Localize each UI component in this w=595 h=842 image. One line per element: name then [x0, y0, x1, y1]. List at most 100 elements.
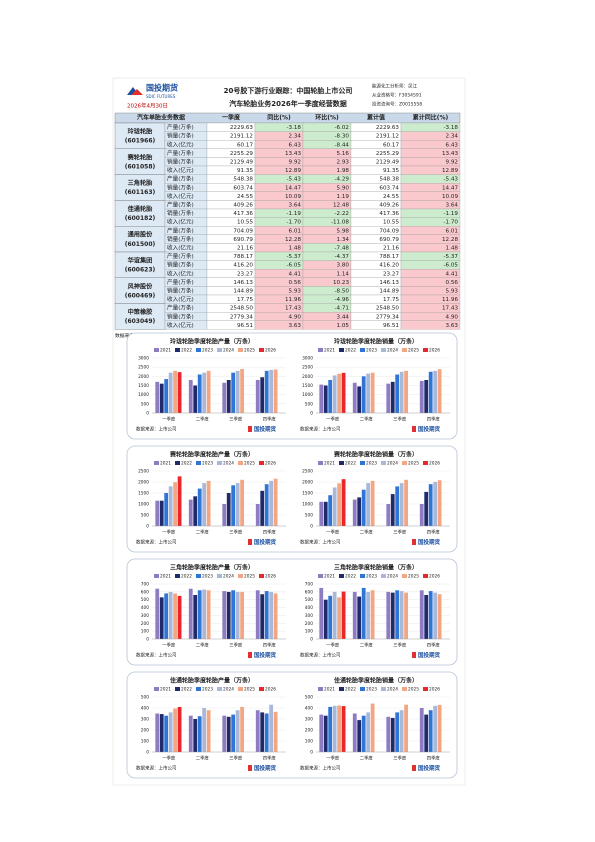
bar: [206, 480, 211, 526]
bar: [226, 716, 231, 752]
metric-label: 收入(亿元): [167, 140, 194, 148]
bar: [328, 595, 333, 639]
table-value: 417.36: [233, 211, 253, 217]
table-value: 5.90: [337, 185, 350, 191]
bar: [370, 372, 375, 413]
legend-swatch: [217, 687, 222, 691]
table-value: 409.26: [233, 203, 253, 209]
table-value: 14.47: [442, 185, 458, 191]
bar: [357, 720, 362, 752]
legend-label: 2026: [265, 461, 276, 467]
table-value: 2129.49: [376, 160, 400, 166]
legend-label: 2022: [345, 574, 356, 580]
legend-swatch: [402, 687, 407, 691]
bar: [273, 369, 278, 413]
y-tick-label: 300: [141, 613, 149, 619]
table-value: 91.35: [237, 168, 253, 174]
y-tick-label: 2000: [302, 480, 313, 486]
table-value: 3.63: [289, 323, 302, 329]
bar: [419, 504, 424, 526]
logo-en: SDIC FUTURES: [146, 94, 176, 99]
x-tick-label: 三季度: [229, 642, 243, 649]
y-tick-label: 600: [141, 589, 149, 595]
x-tick-label: 三季度: [393, 755, 407, 762]
legend-label: 2021: [160, 687, 171, 693]
x-tick-label: 二季度: [360, 642, 374, 649]
subtitle: 汽车轮胎业务2026年一季度经营数据: [229, 99, 346, 108]
legend-swatch: [238, 348, 243, 352]
bar: [366, 373, 371, 413]
legend-swatch: [196, 687, 201, 691]
bar: [240, 706, 245, 752]
table-value: 60.17: [237, 142, 253, 148]
x-tick-label: 一季度: [326, 416, 340, 423]
chart-title: 三角轮胎季度轮胎产量（万条）: [170, 564, 254, 572]
table-value: 2229.63: [230, 125, 254, 131]
table-value: 9.92: [446, 160, 458, 166]
logo-mark: [248, 539, 252, 545]
bar: [399, 371, 404, 413]
bar: [404, 479, 409, 526]
table-value: 416.20: [233, 263, 253, 269]
y-tick-label: 0: [146, 637, 149, 643]
bar: [337, 597, 342, 639]
x-tick-label: 四季度: [263, 755, 277, 762]
bar: [424, 595, 429, 639]
table-value: 2.93: [337, 160, 350, 166]
table-value: 3.80: [337, 263, 350, 269]
bar: [357, 497, 362, 526]
company-code: (601163): [125, 189, 156, 196]
table-value: 17.75: [383, 297, 399, 303]
legend-swatch: [423, 348, 428, 352]
legend-swatch: [259, 348, 264, 352]
bar: [424, 491, 429, 526]
bar: [235, 370, 240, 413]
bar: [193, 385, 198, 413]
legend-swatch: [402, 348, 407, 352]
x-tick-label: 三季度: [393, 416, 407, 423]
bar: [273, 593, 278, 639]
bar: [255, 710, 260, 752]
legend-swatch: [402, 574, 407, 578]
company-code: (600623): [125, 267, 156, 274]
table-value: 4.41: [289, 271, 302, 277]
legend-swatch: [318, 574, 323, 578]
bar: [206, 590, 211, 639]
table-value: 23.27: [383, 271, 399, 277]
chart-title: 玲珑轮胎季度轮胎产量（万条）: [170, 338, 254, 346]
bar: [366, 712, 371, 752]
table-value: -5.43: [287, 177, 302, 183]
legend-swatch: [318, 461, 323, 465]
y-tick-label: 0: [310, 637, 313, 643]
bar: [437, 705, 442, 752]
table-value: -3.18: [444, 125, 459, 131]
bar: [193, 595, 198, 639]
bar: [264, 370, 269, 413]
table-value: 10.55: [383, 220, 399, 226]
table-value: 12.28: [442, 237, 458, 243]
table-value: 3.64: [289, 203, 302, 209]
legend-label: 2024: [387, 348, 398, 354]
legend-swatch: [381, 348, 386, 352]
legend-label: 2023: [202, 461, 213, 467]
legend-swatch: [238, 461, 243, 465]
legend-label: 2023: [366, 687, 377, 693]
legend-label: 2024: [387, 687, 398, 693]
legend-label: 2026: [429, 687, 440, 693]
table-header: 环比(%): [315, 114, 339, 122]
bar: [370, 480, 375, 526]
table-value: 1.14: [337, 271, 350, 277]
metric-label: 产量(万条): [167, 304, 194, 312]
table-value: -1.19: [287, 211, 302, 217]
date: 2026年4月30日: [127, 102, 168, 110]
table-value: 10.55: [237, 220, 253, 226]
bar: [399, 710, 404, 752]
legend-swatch: [402, 461, 407, 465]
table-value: 2.34: [289, 134, 302, 140]
bar: [260, 594, 265, 639]
bar: [173, 708, 178, 752]
chart-source: 数据来源：上市公司: [136, 765, 177, 772]
company-cell: [114, 122, 166, 149]
table-value: 2191.12: [230, 134, 253, 140]
